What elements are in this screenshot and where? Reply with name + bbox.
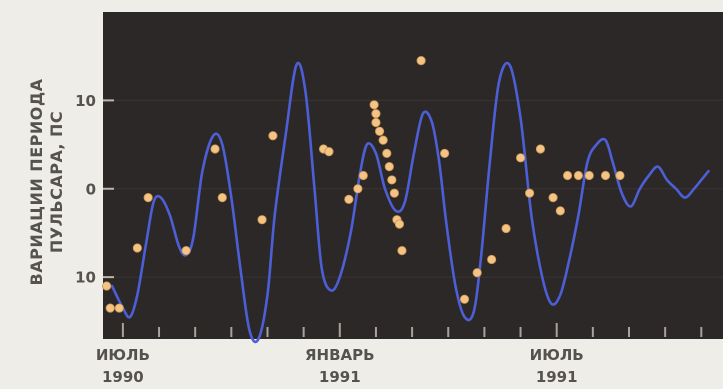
data-point — [371, 109, 381, 119]
data-point — [394, 219, 405, 229]
y-tick-label: 0 — [86, 180, 96, 198]
data-point — [387, 175, 397, 185]
data-point — [102, 281, 112, 291]
y-axis-title-line-2: ПУЛЬСАРА, ПС — [47, 111, 66, 253]
data-point — [535, 144, 546, 154]
data-point — [378, 135, 388, 145]
data-point — [384, 162, 394, 172]
data-point — [210, 144, 220, 154]
data-point — [143, 192, 153, 203]
data-point — [132, 243, 142, 253]
data-point — [472, 268, 482, 278]
x-label-month: ЯНВАРЬ — [305, 346, 375, 364]
data-point — [515, 153, 526, 163]
data-point — [353, 184, 363, 194]
data-point — [548, 192, 558, 203]
y-axis-ticks: 10 0 10 — [75, 92, 114, 287]
data-point — [257, 215, 267, 225]
data-point — [358, 170, 368, 181]
y-axis-title-line-1: ВАРИАЦИИ ПЕРИОДА — [27, 78, 46, 285]
timing-curve — [110, 61, 710, 344]
data-point — [397, 246, 407, 256]
data-point — [371, 117, 381, 128]
x-axis-ticks — [121, 323, 703, 337]
data-point — [459, 294, 470, 304]
data-point — [524, 188, 535, 198]
x-label-year: 1991 — [319, 368, 361, 386]
data-point — [440, 148, 450, 159]
data-point — [416, 56, 426, 66]
data-point — [268, 131, 278, 141]
data-point — [573, 170, 583, 181]
x-label-month: ИЮЛЬ — [530, 346, 584, 364]
data-point — [389, 188, 399, 198]
data-point — [615, 170, 625, 181]
data-point — [324, 147, 334, 157]
x-label-month: ИЮЛЬ — [96, 346, 150, 364]
data-point — [181, 246, 191, 256]
data-point — [374, 126, 385, 136]
data-point — [487, 254, 497, 265]
x-label-year: 1991 — [536, 368, 578, 386]
y-tick-label: 10 — [75, 269, 96, 287]
y-tick-label: 10 — [75, 92, 96, 110]
series-points — [102, 56, 625, 313]
plot-area — [103, 12, 723, 339]
series-curve — [110, 61, 710, 344]
data-point — [105, 303, 115, 313]
data-point — [217, 192, 227, 203]
data-point — [584, 170, 594, 181]
data-point — [555, 206, 565, 216]
data-point — [114, 303, 124, 313]
x-axis-labels: ИЮЛЬ 1990 ЯНВАРЬ 1991 ИЮЛЬ 1991 — [96, 346, 584, 386]
x-label-year: 1990 — [102, 368, 144, 386]
data-point — [600, 170, 611, 181]
data-point — [369, 100, 379, 110]
y-axis-title: ВАРИАЦИИ ПЕРИОДА ПУЛЬСАРА, ПС — [27, 78, 66, 285]
data-point — [501, 223, 511, 234]
data-point — [344, 194, 354, 204]
data-point — [382, 148, 392, 159]
data-point — [562, 170, 573, 181]
